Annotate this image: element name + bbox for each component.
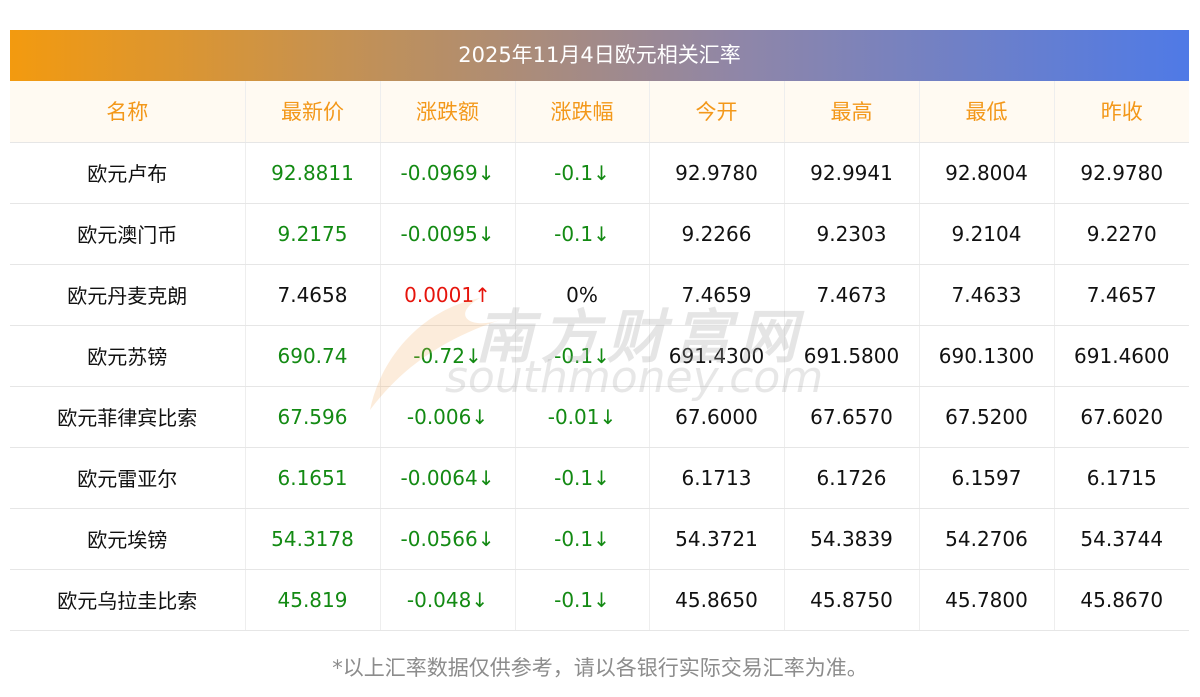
column-header-name: 名称	[10, 81, 245, 143]
change-amount: -0.048↓	[379, 569, 515, 631]
prev-close: 45.8670	[1053, 569, 1189, 631]
table-row: 欧元乌拉圭比索 45.819 -0.048↓ -0.1↓ 45.8650 45.8750 4…	[10, 569, 1189, 631]
prev-close: 6.1715	[1053, 447, 1189, 509]
low-price: 67.5200	[918, 386, 1054, 448]
low-price: 9.2104	[918, 203, 1054, 265]
row-name: 欧元苏镑	[10, 325, 245, 387]
open-price: 691.4300	[648, 325, 784, 387]
open-price: 92.9780	[648, 142, 784, 204]
column-header-change-pct: 涨跌幅	[514, 81, 649, 143]
rate-table: 名称 最新价 涨跌额 涨跌幅 今开 最高 最低 昨收 欧元卢布 92.8811 -0…	[10, 81, 1189, 631]
table-row: 欧元澳门币 9.2175 -0.0095↓ -0.1↓ 9.2266 9.2303 9.21…	[10, 203, 1189, 265]
high-price: 45.8750	[783, 569, 919, 631]
table-header-row: 名称 最新价 涨跌额 涨跌幅 今开 最高 最低 昨收	[10, 81, 1189, 143]
low-price: 690.1300	[918, 325, 1054, 387]
change-amount: -0.0095↓	[379, 203, 515, 265]
change-amount: -0.0566↓	[379, 508, 515, 570]
change-percent: -0.1↓	[514, 569, 649, 631]
disclaimer-note: *以上汇率数据仅供参考，请以各银行实际交易汇率为准。	[332, 656, 868, 680]
prev-close: 92.9780	[1053, 142, 1189, 204]
table-row: 欧元雷亚尔 6.1651 -0.0064↓ -0.1↓ 6.1713 6.1726 6.15…	[10, 447, 1189, 509]
high-price: 6.1726	[783, 447, 919, 509]
change-percent: -0.1↓	[514, 447, 649, 509]
column-header-latest: 最新价	[244, 81, 380, 143]
open-price: 54.3721	[648, 508, 784, 570]
high-price: 54.3839	[783, 508, 919, 570]
table-row: 欧元丹麦克朗 7.4658 0.0001↑ 0% 7.4659 7.4673 7.4633 7…	[10, 264, 1189, 326]
latest-price: 6.1651	[244, 447, 380, 509]
open-price: 6.1713	[648, 447, 784, 509]
table-row: 欧元卢布 92.8811 -0.0969↓ -0.1↓ 92.9780 92.9941 92…	[10, 142, 1189, 204]
column-header-low: 最低	[918, 81, 1054, 143]
high-price: 92.9941	[783, 142, 919, 204]
latest-price: 45.819	[244, 569, 380, 631]
change-amount: -0.006↓	[379, 386, 515, 448]
open-price: 67.6000	[648, 386, 784, 448]
latest-price: 54.3178	[244, 508, 380, 570]
change-percent: -0.1↓	[514, 508, 649, 570]
high-price: 7.4673	[783, 264, 919, 326]
row-name: 欧元雷亚尔	[10, 447, 245, 509]
table-row: 欧元苏镑 690.74 -0.72↓ -0.1↓ 691.4300 691.5800 690…	[10, 325, 1189, 387]
row-name: 欧元菲律宾比索	[10, 386, 245, 448]
latest-price: 7.4658	[244, 264, 380, 326]
column-header-high: 最高	[783, 81, 919, 143]
change-percent: -0.01↓	[514, 386, 649, 448]
latest-price: 690.74	[244, 325, 380, 387]
rate-table-panel: 2025年11月4日欧元相关汇率 名称 最新价 涨跌额 涨跌幅 今开 最高 最低…	[10, 30, 1189, 631]
row-name: 欧元埃镑	[10, 508, 245, 570]
open-price: 9.2266	[648, 203, 784, 265]
latest-price: 92.8811	[244, 142, 380, 204]
low-price: 54.2706	[918, 508, 1054, 570]
table-row: 欧元菲律宾比索 67.596 -0.006↓ -0.01↓ 67.6000 67.6570…	[10, 386, 1189, 448]
low-price: 92.8004	[918, 142, 1054, 204]
table-row: 欧元埃镑 54.3178 -0.0566↓ -0.1↓ 54.3721 54.3839 54…	[10, 508, 1189, 570]
change-amount: -0.0064↓	[379, 447, 515, 509]
change-percent: -0.1↓	[514, 203, 649, 265]
change-percent: -0.1↓	[514, 325, 649, 387]
change-amount: 0.0001↑	[379, 264, 515, 326]
row-name: 欧元卢布	[10, 142, 245, 204]
column-header-open: 今开	[648, 81, 784, 143]
open-price: 7.4659	[648, 264, 784, 326]
prev-close: 691.4600	[1053, 325, 1189, 387]
prev-close: 9.2270	[1053, 203, 1189, 265]
table-title: 2025年11月4日欧元相关汇率	[10, 30, 1189, 81]
high-price: 67.6570	[783, 386, 919, 448]
column-header-prev-close: 昨收	[1053, 81, 1189, 143]
latest-price: 9.2175	[244, 203, 380, 265]
latest-price: 67.596	[244, 386, 380, 448]
prev-close: 67.6020	[1053, 386, 1189, 448]
change-percent: -0.1↓	[514, 142, 649, 204]
change-amount: -0.72↓	[379, 325, 515, 387]
change-amount: -0.0969↓	[379, 142, 515, 204]
high-price: 9.2303	[783, 203, 919, 265]
low-price: 45.7800	[918, 569, 1054, 631]
low-price: 6.1597	[918, 447, 1054, 509]
prev-close: 54.3744	[1053, 508, 1189, 570]
column-header-change: 涨跌额	[379, 81, 515, 143]
open-price: 45.8650	[648, 569, 784, 631]
prev-close: 7.4657	[1053, 264, 1189, 326]
row-name: 欧元丹麦克朗	[10, 264, 245, 326]
row-name: 欧元澳门币	[10, 203, 245, 265]
high-price: 691.5800	[783, 325, 919, 387]
row-name: 欧元乌拉圭比索	[10, 569, 245, 631]
low-price: 7.4633	[918, 264, 1054, 326]
change-percent: 0%	[514, 264, 649, 326]
